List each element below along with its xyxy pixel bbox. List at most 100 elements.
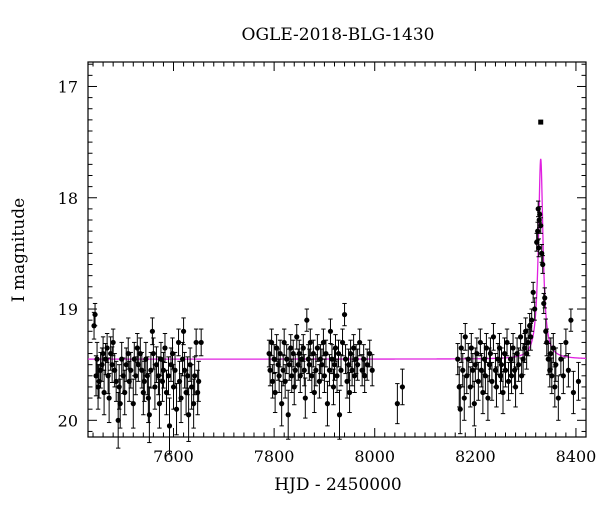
point-marker xyxy=(470,367,476,373)
point-marker xyxy=(575,378,582,384)
data-point xyxy=(465,343,471,376)
data-point xyxy=(544,328,550,357)
point-marker xyxy=(109,362,115,368)
data-point xyxy=(285,389,291,440)
point-marker xyxy=(326,367,333,373)
point-marker xyxy=(100,350,106,357)
point-marker xyxy=(549,373,555,379)
point-marker xyxy=(285,412,291,418)
point-marker xyxy=(497,373,504,379)
point-marker xyxy=(291,384,297,390)
point-marker xyxy=(311,389,317,396)
point-marker xyxy=(288,345,294,351)
point-marker xyxy=(465,356,471,362)
point-marker xyxy=(510,345,516,351)
data-point xyxy=(570,370,577,415)
point-marker xyxy=(193,339,199,346)
data-point xyxy=(276,358,282,393)
data-point xyxy=(568,308,574,332)
data-point xyxy=(314,334,320,362)
data-point xyxy=(462,322,468,351)
data-point xyxy=(178,373,184,424)
data-point xyxy=(512,366,519,408)
data-point xyxy=(346,371,353,414)
point-marker xyxy=(166,423,173,429)
point-marker xyxy=(480,389,486,396)
point-marker xyxy=(178,395,184,401)
point-marker xyxy=(504,339,510,346)
point-marker xyxy=(95,384,101,390)
point-marker xyxy=(460,367,466,373)
point-marker xyxy=(314,345,320,351)
x-tick-label: 8200 xyxy=(455,447,496,466)
point-marker xyxy=(529,317,535,323)
point-marker xyxy=(558,356,564,362)
data-point xyxy=(269,328,275,357)
point-marker xyxy=(284,356,290,362)
point-marker xyxy=(280,367,286,373)
point-marker xyxy=(140,389,146,396)
point-marker xyxy=(331,362,338,368)
point-marker xyxy=(173,406,180,412)
data-point xyxy=(369,354,375,387)
point-marker xyxy=(351,345,357,351)
data-point xyxy=(457,384,463,435)
point-marker xyxy=(338,367,344,373)
point-marker xyxy=(122,389,128,396)
data-point xyxy=(267,354,273,387)
point-marker xyxy=(485,395,491,401)
data-point xyxy=(323,339,329,368)
point-marker xyxy=(462,334,468,340)
point-marker xyxy=(563,339,569,346)
point-marker xyxy=(271,356,277,362)
data-point xyxy=(149,317,155,346)
data-point xyxy=(146,386,152,444)
data-point xyxy=(191,378,197,429)
data-point xyxy=(504,328,510,357)
point-marker xyxy=(493,384,500,390)
data-point xyxy=(189,364,195,410)
point-marker xyxy=(276,373,282,379)
data-point xyxy=(186,387,192,442)
data-point xyxy=(475,361,481,401)
data-point xyxy=(357,328,363,357)
data-point xyxy=(130,378,136,429)
data-point xyxy=(455,343,461,376)
data-point xyxy=(500,370,506,415)
tick-labels: 7600 7800 8000 8200 8400 17 18 19 20 xyxy=(58,77,597,466)
point-marker xyxy=(536,245,542,251)
data-point xyxy=(292,354,298,387)
point-marker xyxy=(535,228,541,234)
data-point xyxy=(563,328,569,357)
point-marker xyxy=(502,367,509,373)
point-marker xyxy=(300,345,306,351)
point-marker xyxy=(369,367,375,373)
point-marker xyxy=(269,339,275,346)
point-marker xyxy=(117,401,123,407)
data-point xyxy=(490,322,497,351)
data-point xyxy=(106,373,112,424)
data-point xyxy=(364,348,370,381)
point-marker xyxy=(301,367,307,373)
point-marker xyxy=(500,389,506,396)
point-marker xyxy=(192,373,198,379)
data-point xyxy=(165,356,172,396)
point-marker xyxy=(332,345,339,351)
point-marker xyxy=(309,373,315,379)
point-marker xyxy=(286,362,292,368)
data-point xyxy=(92,302,98,327)
point-marker xyxy=(160,367,167,373)
data-point xyxy=(553,347,559,382)
data-point xyxy=(320,328,327,357)
point-marker xyxy=(568,317,574,323)
point-marker xyxy=(123,362,129,368)
x-tick-label: 7800 xyxy=(254,447,295,466)
data-point xyxy=(483,333,489,363)
point-marker xyxy=(471,401,477,407)
data-point xyxy=(565,353,571,388)
data-point xyxy=(198,328,204,357)
data-point xyxy=(193,328,199,357)
data-point xyxy=(302,377,308,419)
point-marker xyxy=(292,367,298,373)
